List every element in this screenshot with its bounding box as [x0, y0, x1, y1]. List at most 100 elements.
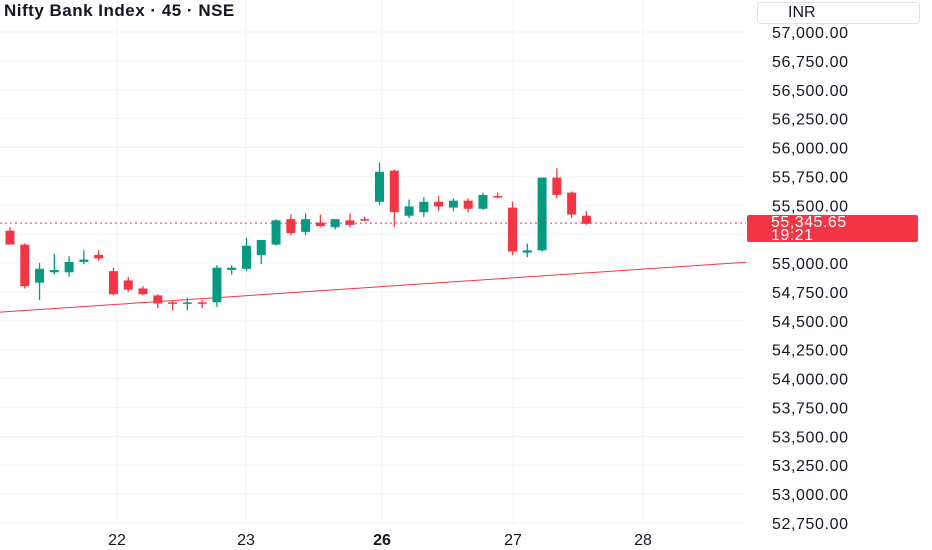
candle-body	[49, 269, 59, 273]
candle-down	[493, 192, 503, 199]
candle-body	[434, 201, 444, 207]
time-tick-label: 26	[373, 532, 391, 549]
candle-body	[581, 215, 591, 224]
candle-down	[345, 213, 355, 228]
candle-down	[463, 198, 473, 213]
candle-down	[552, 168, 562, 199]
candle-body	[227, 267, 237, 270]
last-price-badge: 55,345.65 19:21	[747, 214, 918, 244]
candle-body	[552, 177, 562, 195]
candle-up	[448, 198, 458, 212]
candle-down	[389, 169, 399, 228]
candle-body	[404, 206, 414, 216]
candle-body	[64, 261, 74, 273]
candle-body	[419, 201, 429, 213]
candle-body	[197, 302, 207, 304]
candle-down	[581, 211, 591, 225]
price-tick-label: 56,750.00	[772, 54, 849, 71]
price-tick-label: 55,750.00	[772, 169, 849, 186]
candle-down	[168, 301, 178, 311]
candle-up	[537, 177, 547, 252]
currency-selector[interactable]: INR	[757, 2, 920, 24]
candle-body	[375, 171, 384, 202]
candle-body	[493, 196, 503, 198]
price-tick-label: 56,250.00	[772, 112, 849, 129]
candle-down	[123, 276, 133, 292]
price-tick-label: 54,000.00	[772, 372, 849, 389]
candle-up	[404, 199, 414, 219]
price-axis[interactable]: 57,000.00 56,750.00 56,500.00 56,250.00 56,0…	[772, 25, 849, 533]
price-tick-label: 52,750.00	[772, 516, 849, 533]
candle-up	[49, 253, 59, 275]
price-tick-label: 53,250.00	[772, 458, 849, 475]
candle-body	[153, 295, 163, 304]
candle-body	[79, 259, 89, 262]
candle-up	[522, 243, 532, 258]
candle-body	[463, 200, 473, 209]
candle-up	[301, 213, 311, 236]
candle-body	[478, 194, 488, 209]
time-tick-label: 28	[634, 532, 652, 549]
time-tick-label: 27	[504, 532, 522, 549]
candle-down	[434, 196, 444, 212]
candle-up	[375, 162, 384, 206]
candle-body	[567, 192, 577, 215]
candle-body	[35, 268, 45, 283]
candle-down	[108, 267, 118, 296]
price-tick-label: 54,500.00	[772, 314, 849, 331]
bar-countdown: 19:21	[771, 227, 814, 244]
candle-body	[522, 250, 532, 253]
candle-body	[315, 222, 325, 227]
candle-down	[197, 300, 207, 309]
price-tick-label: 55,500.00	[772, 198, 849, 215]
chart-title: Nifty Bank Index · 45 · NSE	[4, 1, 235, 20]
candle-up	[330, 219, 340, 230]
candle-body	[537, 177, 547, 251]
candle-up	[227, 265, 237, 275]
candle-up	[182, 297, 192, 311]
candle-down	[153, 294, 163, 309]
candles	[5, 162, 591, 311]
candle-up	[79, 250, 89, 265]
candle-body	[182, 302, 192, 304]
candle-down	[138, 286, 148, 296]
candle-body	[5, 230, 15, 245]
candle-up	[256, 239, 266, 265]
price-tick-label: 54,250.00	[772, 343, 849, 360]
candle-up	[478, 192, 488, 210]
candle-up	[419, 197, 429, 217]
candle-body	[123, 280, 133, 290]
candle-body	[271, 220, 281, 245]
candle-body	[20, 244, 30, 287]
price-tick-label: 54,750.00	[772, 285, 849, 302]
price-tick-label: 57,000.00	[772, 25, 849, 42]
candle-body	[138, 288, 148, 295]
candle-body	[508, 207, 518, 252]
candle-body	[108, 271, 118, 295]
candle-body	[389, 170, 399, 213]
candle-body	[256, 239, 266, 255]
candle-up	[64, 256, 74, 277]
last-price-value: 55,345.65	[771, 214, 847, 231]
candle-up	[271, 219, 281, 246]
candle-body	[330, 219, 340, 228]
time-axis[interactable]: 22 23 26 27 28	[108, 532, 652, 549]
chart-grid	[0, 0, 746, 524]
candle-down	[5, 227, 15, 245]
candle-down	[20, 243, 30, 289]
candle-down	[567, 191, 577, 219]
candle-body	[94, 254, 104, 259]
candle-down	[315, 214, 325, 228]
candle-down	[508, 201, 518, 255]
candle-down	[360, 216, 370, 222]
candle-body	[241, 245, 251, 269]
candle-up	[212, 265, 222, 307]
price-tick-label: 53,750.00	[772, 400, 849, 417]
candle-body	[212, 267, 222, 303]
price-tick-label: 53,500.00	[772, 429, 849, 446]
candle-up	[35, 263, 45, 301]
trendline[interactable]	[0, 261, 747, 313]
candle-down	[94, 250, 104, 261]
candle-body	[301, 219, 311, 232]
